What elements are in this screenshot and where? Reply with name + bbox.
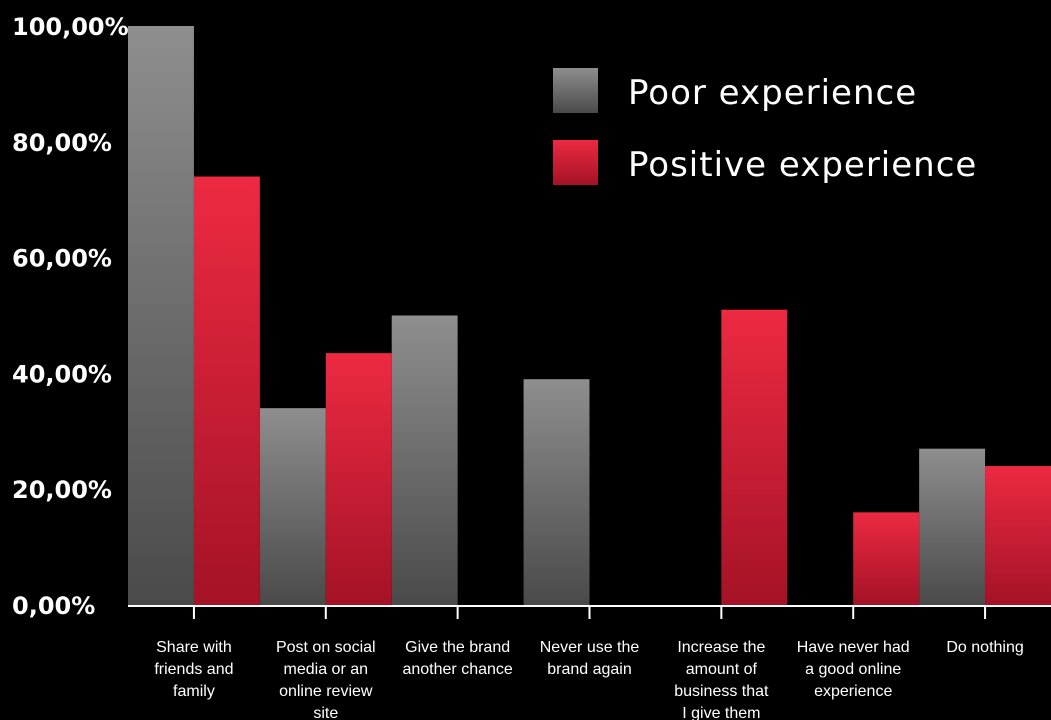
x-tick-label: Never use the brand again	[540, 639, 640, 678]
x-tick-label: Have never had a good online experience	[797, 639, 910, 700]
bar-positive-6	[985, 466, 1051, 605]
y-tick-label: 100,00%	[12, 13, 129, 41]
bar-positive-1	[325, 353, 392, 605]
y-tick-label: 20,00%	[12, 476, 112, 504]
y-tick-label: 60,00%	[12, 245, 112, 273]
y-tick-label: 0,00%	[12, 592, 95, 620]
x-tick-label: Do nothing	[946, 639, 1023, 656]
x-tick-label: Share with friends and family	[154, 639, 233, 700]
bar-poor-6	[919, 448, 986, 605]
legend-swatch-positive	[553, 140, 598, 185]
y-axis-ticks: 0,00% 20,00% 40,00% 60,00% 80,00% 100,00%	[12, 13, 129, 620]
bar-positive-5	[853, 512, 920, 605]
bar-positive-0	[193, 176, 260, 606]
bar-poor-2	[391, 315, 458, 605]
bars-layer	[128, 26, 1051, 606]
bar-positive-4	[721, 309, 788, 605]
y-tick-label: 40,00%	[12, 360, 112, 388]
legend-label-positive: Positive experience	[628, 145, 977, 185]
bar-poor-0	[128, 26, 194, 605]
y-tick-label: 80,00%	[12, 129, 112, 157]
x-tick-label: Increase the amount of business that I give…	[674, 639, 769, 720]
legend: Poor experience Positive experience	[553, 68, 977, 185]
x-tick-label: Post on social media or an online review si…	[276, 639, 376, 720]
x-tick-label: Give the brand another chance	[402, 639, 512, 678]
x-axis	[128, 605, 1051, 619]
bar-poor-3	[523, 379, 590, 605]
legend-label-poor: Poor experience	[628, 73, 917, 113]
bar-poor-1	[259, 408, 326, 605]
x-axis-labels: Share with friends and family Post on socia…	[154, 639, 1023, 720]
legend-swatch-poor	[553, 68, 598, 113]
